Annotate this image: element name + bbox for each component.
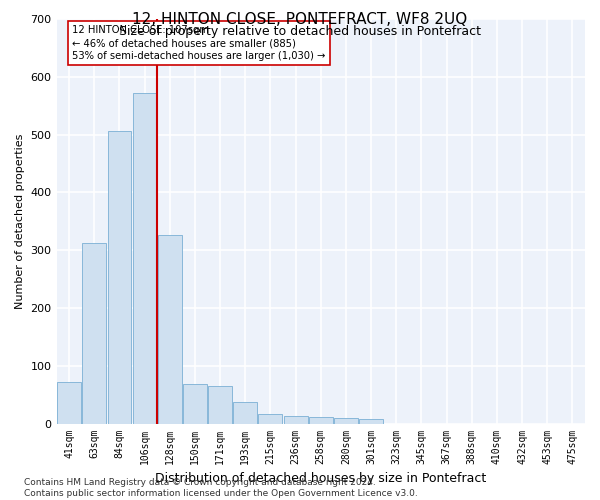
- Bar: [334, 418, 358, 424]
- Text: 12, HINTON CLOSE, PONTEFRACT, WF8 2UQ: 12, HINTON CLOSE, PONTEFRACT, WF8 2UQ: [133, 12, 467, 28]
- Bar: [309, 416, 333, 424]
- Bar: [57, 382, 81, 424]
- Bar: [284, 416, 308, 424]
- Y-axis label: Number of detached properties: Number of detached properties: [15, 134, 25, 309]
- Bar: [259, 414, 283, 424]
- Text: Contains HM Land Registry data © Crown copyright and database right 2024.
Contai: Contains HM Land Registry data © Crown c…: [24, 478, 418, 498]
- Bar: [233, 402, 257, 423]
- Bar: [158, 234, 182, 424]
- Bar: [208, 386, 232, 424]
- X-axis label: Distribution of detached houses by size in Pontefract: Distribution of detached houses by size …: [155, 472, 487, 485]
- Bar: [359, 419, 383, 424]
- Bar: [82, 243, 106, 424]
- Text: Size of property relative to detached houses in Pontefract: Size of property relative to detached ho…: [119, 25, 481, 38]
- Bar: [183, 384, 207, 424]
- Bar: [107, 130, 131, 424]
- Text: 12 HINTON CLOSE: 107sqm
← 46% of detached houses are smaller (885)
53% of semi-d: 12 HINTON CLOSE: 107sqm ← 46% of detache…: [73, 25, 326, 62]
- Bar: [133, 93, 157, 424]
